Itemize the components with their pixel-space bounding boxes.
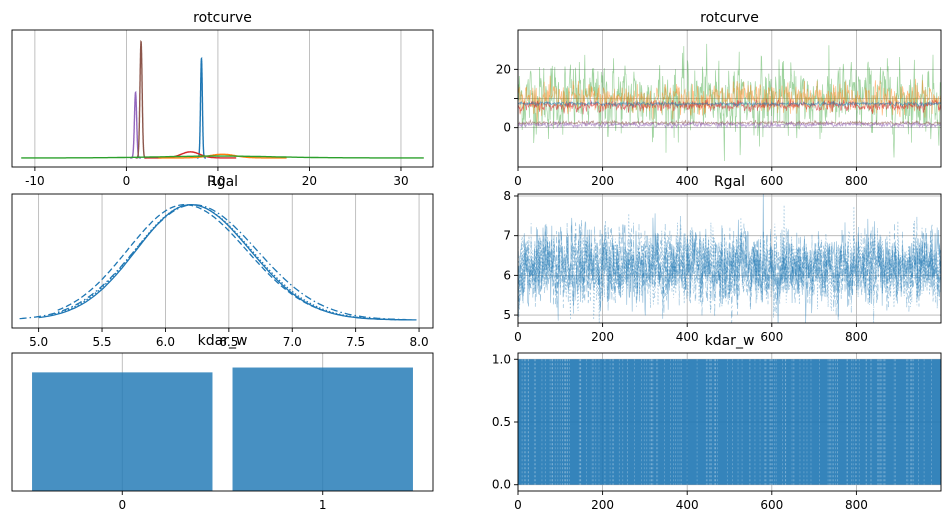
- panel-5: kdar_w 0 1: [11, 333, 434, 512]
- panel-4: Rgal 0 200 400 600 800 5 6 7 8: [503, 174, 942, 344]
- x-tick-label: 200: [591, 174, 614, 188]
- bar-1: [232, 367, 413, 491]
- x-tick-label: 400: [676, 498, 699, 512]
- trace-line: [518, 100, 941, 108]
- y-tick-label: 1.0: [492, 352, 511, 366]
- trace-line: [518, 119, 941, 130]
- x-tick-label: 20: [302, 174, 317, 188]
- x-tick-label: 0: [514, 498, 522, 512]
- plot-area: [518, 194, 941, 323]
- trace-band: [518, 359, 941, 485]
- bar-0: [32, 372, 213, 491]
- x-tick-label: 0: [123, 174, 131, 188]
- x-tick-label: -10: [25, 174, 45, 188]
- y-tick-label: 20: [496, 62, 511, 76]
- x-tick-label: 7.5: [346, 335, 365, 349]
- panel-title: rotcurve: [193, 10, 252, 26]
- x-tick-label: 30: [393, 174, 408, 188]
- y-tick-label: 0.5: [492, 415, 511, 429]
- y-tick-label: 0: [503, 121, 511, 135]
- x-tick-label: 0: [514, 174, 522, 188]
- density-curve: [158, 153, 287, 159]
- grid: [38, 194, 420, 328]
- axes-frame: [11, 29, 434, 168]
- x-tick-label: 10: [210, 174, 225, 188]
- grid: [517, 194, 941, 323]
- panel-6: kdar_w 0 200 400 600 800 0.0 0.5 1.0: [492, 333, 942, 512]
- y-tick-label: 0.0: [492, 478, 511, 492]
- trace-line: [518, 215, 941, 319]
- density-curve-solid: [38, 204, 417, 321]
- panel-title: Rgal: [207, 174, 238, 190]
- density-curve-dotted: [51, 204, 407, 321]
- plot-area: [32, 367, 413, 491]
- plot-area: [518, 43, 941, 162]
- trace-lines: [521, 359, 941, 485]
- x-tick-label: 800: [845, 330, 868, 344]
- x-tick-label: 600: [760, 330, 783, 344]
- panel-title: kdar_w: [198, 333, 248, 349]
- axes-frame: [11, 193, 434, 329]
- x-tick-label: 400: [676, 174, 699, 188]
- x-tick-label: 600: [760, 174, 783, 188]
- y-tick-label: 7: [503, 229, 511, 243]
- panel-3: Rgal 5.0 5.5 6.0 6.5 7.0 7.5 8.0: [11, 174, 434, 349]
- plot-area: [21, 40, 424, 159]
- axes-frame: [517, 193, 942, 324]
- x-tick-label: 1: [319, 498, 327, 512]
- density-curve-dashed: [57, 204, 407, 321]
- x-tick-label: 7.0: [283, 335, 302, 349]
- plot-area: [19, 204, 417, 321]
- panel-title: Rgal: [714, 174, 745, 190]
- x-tick-label: 400: [676, 330, 699, 344]
- density-curve: [21, 155, 424, 159]
- axes-frame: [11, 352, 434, 492]
- trace-line: [518, 216, 941, 323]
- panel-1: rotcurve -10 0 10 20 30: [11, 10, 434, 188]
- density-curve: [135, 40, 147, 159]
- x-tick-label: 8.0: [410, 335, 429, 349]
- trace-line: [518, 204, 941, 323]
- x-tick-label: 200: [591, 330, 614, 344]
- x-tick-label: 5.0: [29, 335, 48, 349]
- density-curve-dashdot: [19, 204, 407, 321]
- trace-line: [518, 98, 941, 115]
- x-tick-label: 5.5: [92, 335, 111, 349]
- x-tick-label: 0: [118, 498, 126, 512]
- x-tick-label: 0: [514, 330, 522, 344]
- y-tick-label: 8: [503, 189, 511, 203]
- x-tick-label: 600: [760, 498, 783, 512]
- plot-area: [518, 359, 941, 485]
- trace-line: [518, 194, 941, 323]
- y-tick-label: 5: [503, 308, 511, 322]
- panel-title: rotcurve: [700, 10, 759, 26]
- panel-title: kdar_w: [705, 333, 755, 349]
- x-tick-label: 6.0: [156, 335, 175, 349]
- trace-line: [518, 43, 941, 162]
- density-curve: [196, 56, 206, 159]
- x-tick-label: 800: [845, 174, 868, 188]
- x-tick-label: 200: [591, 498, 614, 512]
- x-tick-label: 6.5: [219, 335, 238, 349]
- y-tick-label: 6: [503, 268, 511, 282]
- x-tick-label: 800: [845, 498, 868, 512]
- grid: [34, 30, 402, 167]
- panel-2: rotcurve 0 200 400 600 800 0 20: [496, 10, 942, 188]
